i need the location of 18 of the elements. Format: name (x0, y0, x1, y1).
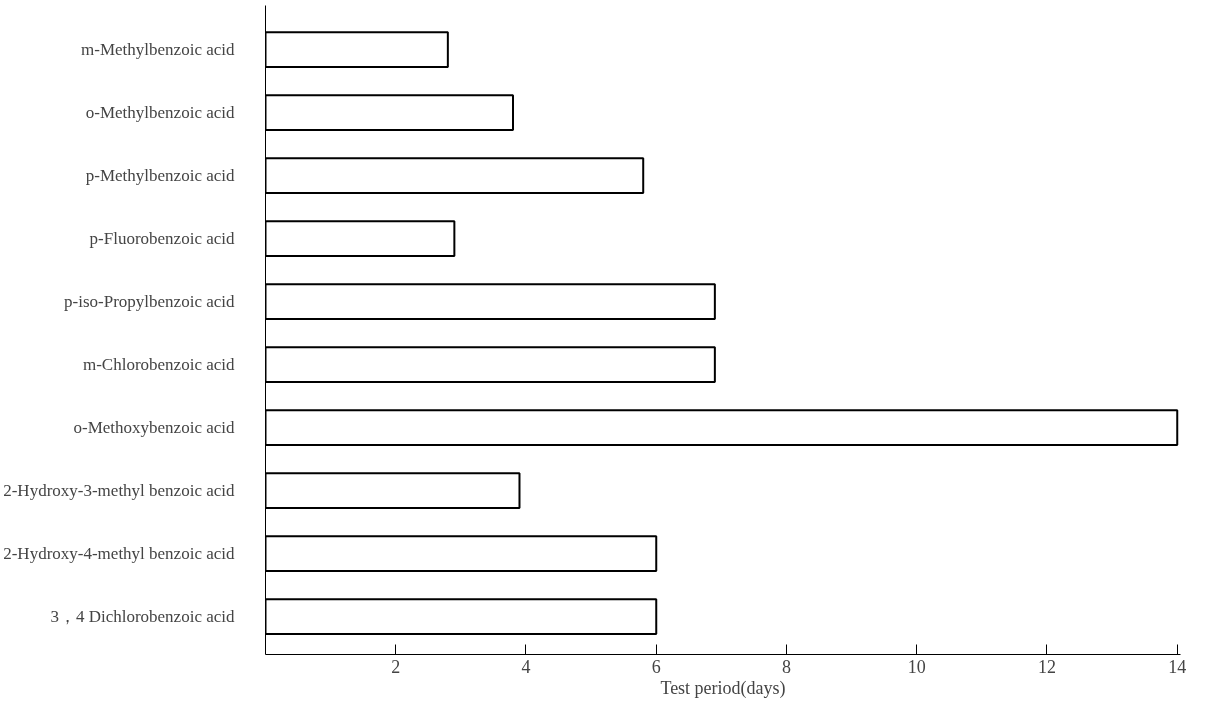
y-tick-label: 2-Hydroxy-4-methyl benzoic acid (3, 544, 235, 564)
x-tick-label: 12 (1037, 656, 1056, 677)
y-tick-label: o-Methoxybenzoic acid (73, 418, 235, 438)
x-axis-title: Test period(days) (660, 677, 786, 699)
y-tick-label: p-iso-Propylbenzoic acid (64, 292, 235, 312)
y-tick-label: o-Methylbenzoic acid (85, 103, 235, 123)
x-tick-label: 4 (521, 656, 531, 677)
y-tick-label: p-Methylbenzoic acid (85, 166, 235, 186)
y-tick-label: m-Methylbenzoic acid (81, 40, 235, 60)
x-tick-label: 14 (1168, 656, 1187, 677)
y-tick-label: p-Fluorobenzoic acid (89, 229, 235, 249)
x-tick-label: 10 (907, 656, 926, 677)
y-tick-label: 2-Hydroxy-3-methyl benzoic acid (3, 481, 235, 501)
x-tick-label: 2 (391, 656, 401, 677)
y-tick-label: m-Chlorobenzoic acid (82, 355, 235, 375)
x-tick-label: 6 (651, 656, 661, 677)
x-tick-label: 8 (782, 656, 791, 677)
y-tick-label: 3，4 Dichlorobenzoic acid (50, 607, 235, 627)
